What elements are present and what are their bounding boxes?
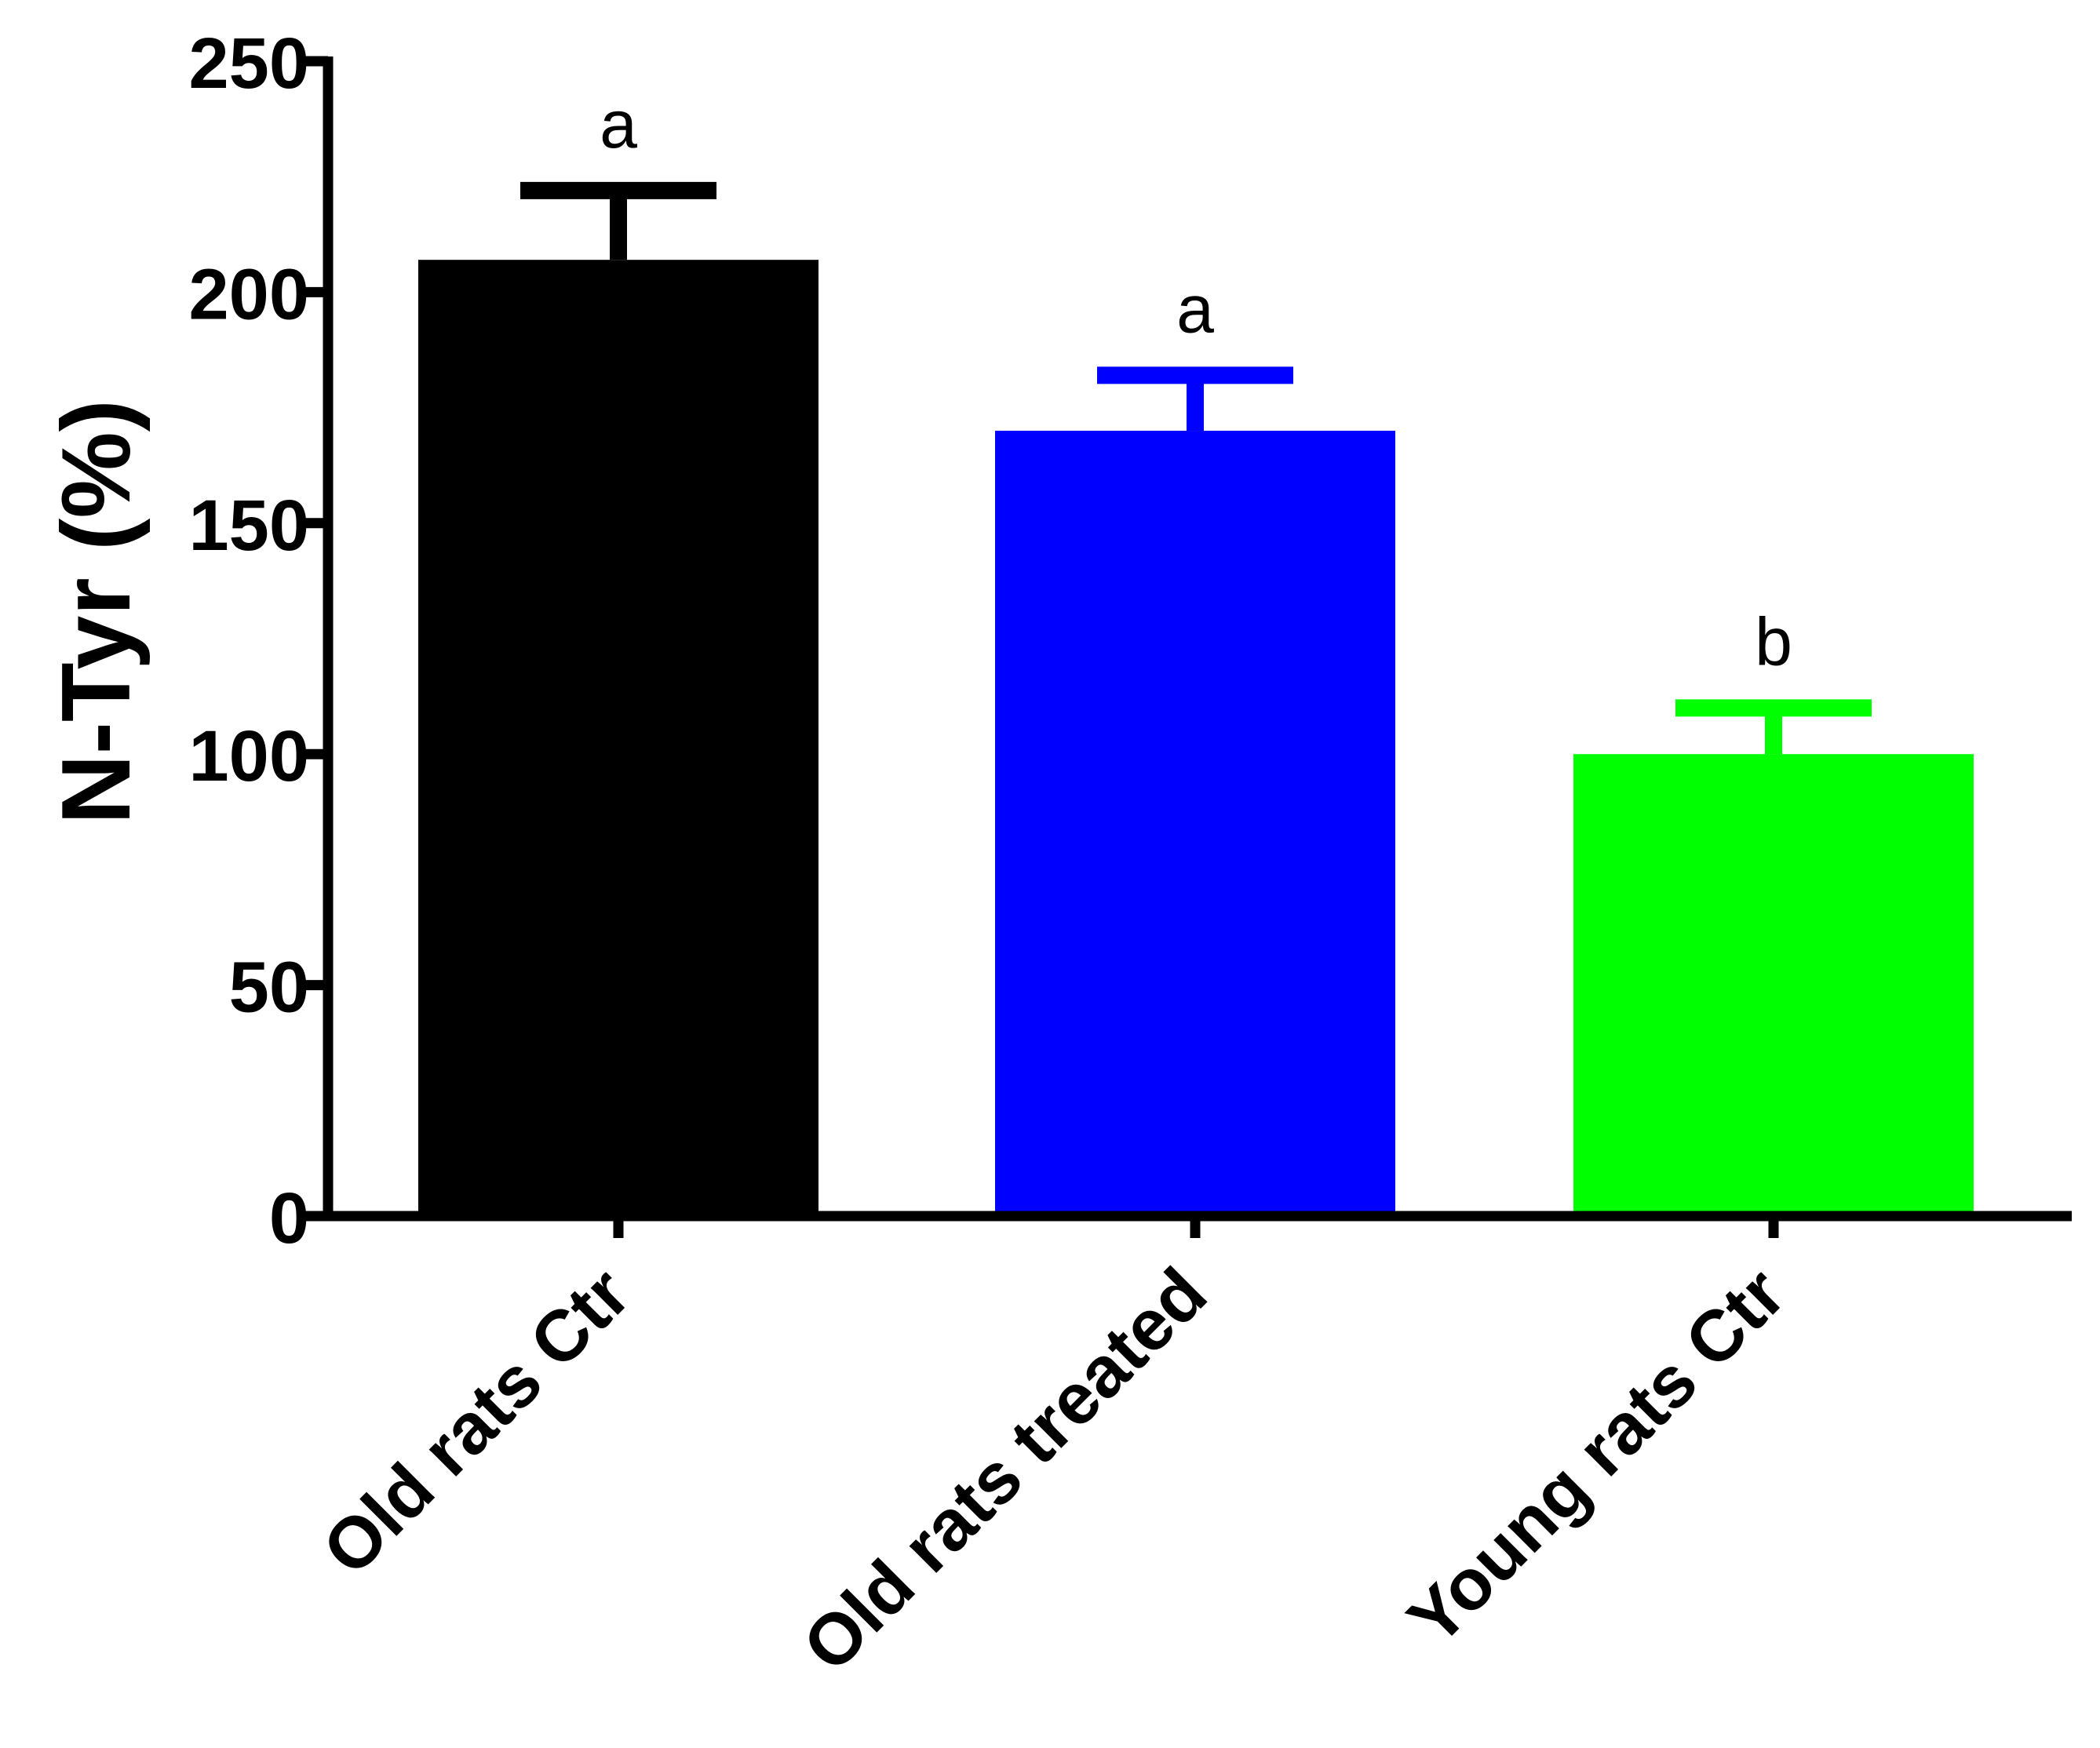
y-ticks: 0 50 100 150 200 250	[189, 24, 328, 1258]
error-bars-layer	[520, 181, 1872, 755]
y-tick-label: 100	[189, 716, 310, 796]
x-tick-label: Old rats Ctr	[308, 1253, 645, 1590]
bar	[418, 260, 818, 1217]
x-tick-label: Old rats treated	[788, 1253, 1222, 1687]
y-axis-label: N-Tyr (%)	[42, 399, 151, 825]
bar	[995, 431, 1395, 1216]
significance-label: a	[600, 87, 637, 162]
y-tick-label: 0	[269, 1178, 309, 1258]
x-ticks: Old rats Ctr Old rats treated Young rats C…	[308, 1216, 1800, 1687]
bars-layer	[418, 260, 1974, 1217]
bar	[1573, 754, 1974, 1216]
x-tick-label: Young rats Ctr	[1393, 1253, 1800, 1660]
significance-label: b	[1755, 604, 1792, 679]
y-tick-label: 150	[189, 486, 310, 566]
y-tick-label: 50	[229, 948, 309, 1028]
significance-labels: a a b	[600, 87, 1792, 679]
y-tick-label: 200	[189, 254, 310, 334]
significance-label: a	[1176, 271, 1214, 347]
y-tick-label: 250	[189, 24, 310, 104]
